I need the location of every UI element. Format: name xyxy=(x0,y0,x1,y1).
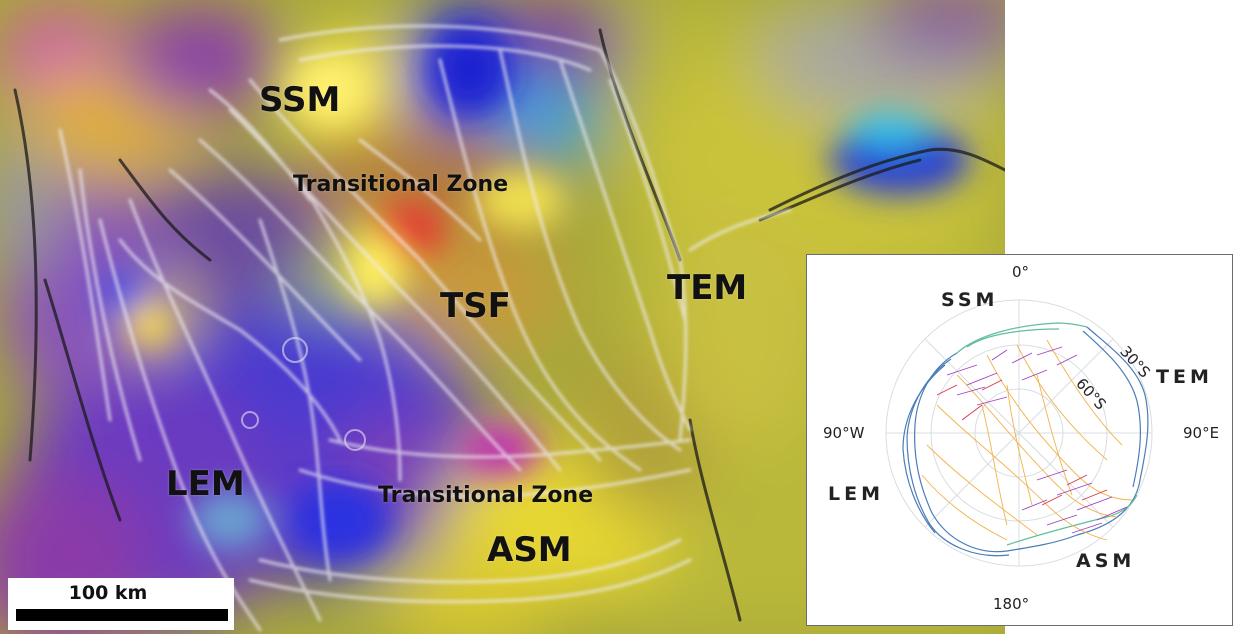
label-transitional-zone-lower: Transitional Zone xyxy=(378,483,594,508)
label-lem: LEM xyxy=(166,464,245,504)
inset-label-ssm: SSM xyxy=(941,289,999,311)
inset-label-180deg: 180° xyxy=(993,595,1030,613)
inset-label-0deg: 0° xyxy=(1012,263,1030,281)
inset-label-90w: 90°W xyxy=(823,424,865,442)
inset-label-90e: 90°E xyxy=(1183,424,1220,442)
scale-bar-line xyxy=(16,609,228,621)
label-transitional-zone-upper: Transitional Zone xyxy=(293,172,509,197)
label-tsf: TSF xyxy=(440,286,511,326)
polar-projection xyxy=(885,299,1153,567)
scale-bar-label: 100 km xyxy=(68,582,148,604)
polar-inset-map: 0° 90°W 90°E 180° SSM TEM LEM ASM 30°S 6… xyxy=(806,254,1233,626)
inset-outer-margin xyxy=(902,326,1149,557)
inset-fractures xyxy=(921,339,1133,541)
inset-label-tem: TEM xyxy=(1156,366,1213,388)
label-ssm: SSM xyxy=(259,80,341,120)
label-asm: ASM xyxy=(487,530,572,570)
label-tem: TEM xyxy=(667,268,748,308)
scale-bar: 100 km xyxy=(8,578,234,630)
inset-label-asm: ASM xyxy=(1076,550,1136,572)
inset-label-lem: LEM xyxy=(828,483,884,505)
